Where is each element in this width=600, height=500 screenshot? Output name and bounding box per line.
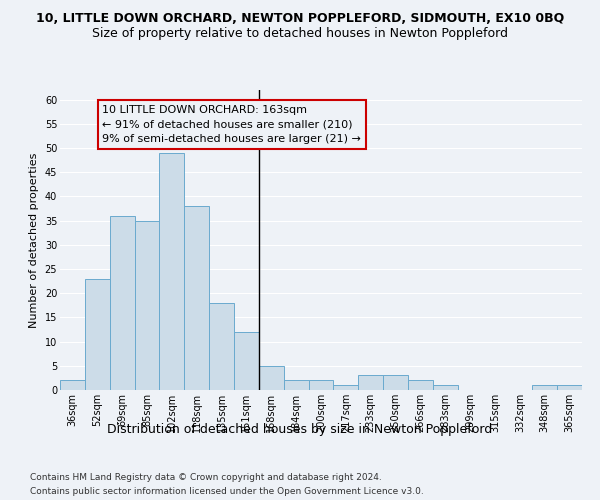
Text: Size of property relative to detached houses in Newton Poppleford: Size of property relative to detached ho… (92, 28, 508, 40)
Bar (234, 332, 259, 390)
Bar (184, 206, 209, 390)
Bar (334, 385, 358, 390)
Bar (110, 216, 134, 390)
Text: 10 LITTLE DOWN ORCHARD: 163sqm
← 91% of detached houses are smaller (210)
9% of : 10 LITTLE DOWN ORCHARD: 163sqm ← 91% of … (102, 104, 361, 144)
Text: 10, LITTLE DOWN ORCHARD, NEWTON POPPLEFORD, SIDMOUTH, EX10 0BQ: 10, LITTLE DOWN ORCHARD, NEWTON POPPLEFO… (36, 12, 564, 26)
Text: Distribution of detached houses by size in Newton Poppleford: Distribution of detached houses by size … (107, 422, 493, 436)
Bar (284, 380, 308, 390)
Bar (60, 380, 85, 390)
Bar (532, 385, 557, 390)
Bar (433, 385, 458, 390)
Bar (134, 220, 160, 390)
Bar (259, 366, 284, 390)
Bar (160, 153, 184, 390)
Bar (85, 278, 110, 390)
Bar (308, 380, 334, 390)
Bar (358, 376, 383, 390)
Bar (209, 303, 234, 390)
Bar (408, 380, 433, 390)
Text: Contains public sector information licensed under the Open Government Licence v3: Contains public sector information licen… (30, 488, 424, 496)
Y-axis label: Number of detached properties: Number of detached properties (29, 152, 39, 328)
Text: Contains HM Land Registry data © Crown copyright and database right 2024.: Contains HM Land Registry data © Crown c… (30, 472, 382, 482)
Bar (557, 385, 582, 390)
Bar (383, 376, 408, 390)
